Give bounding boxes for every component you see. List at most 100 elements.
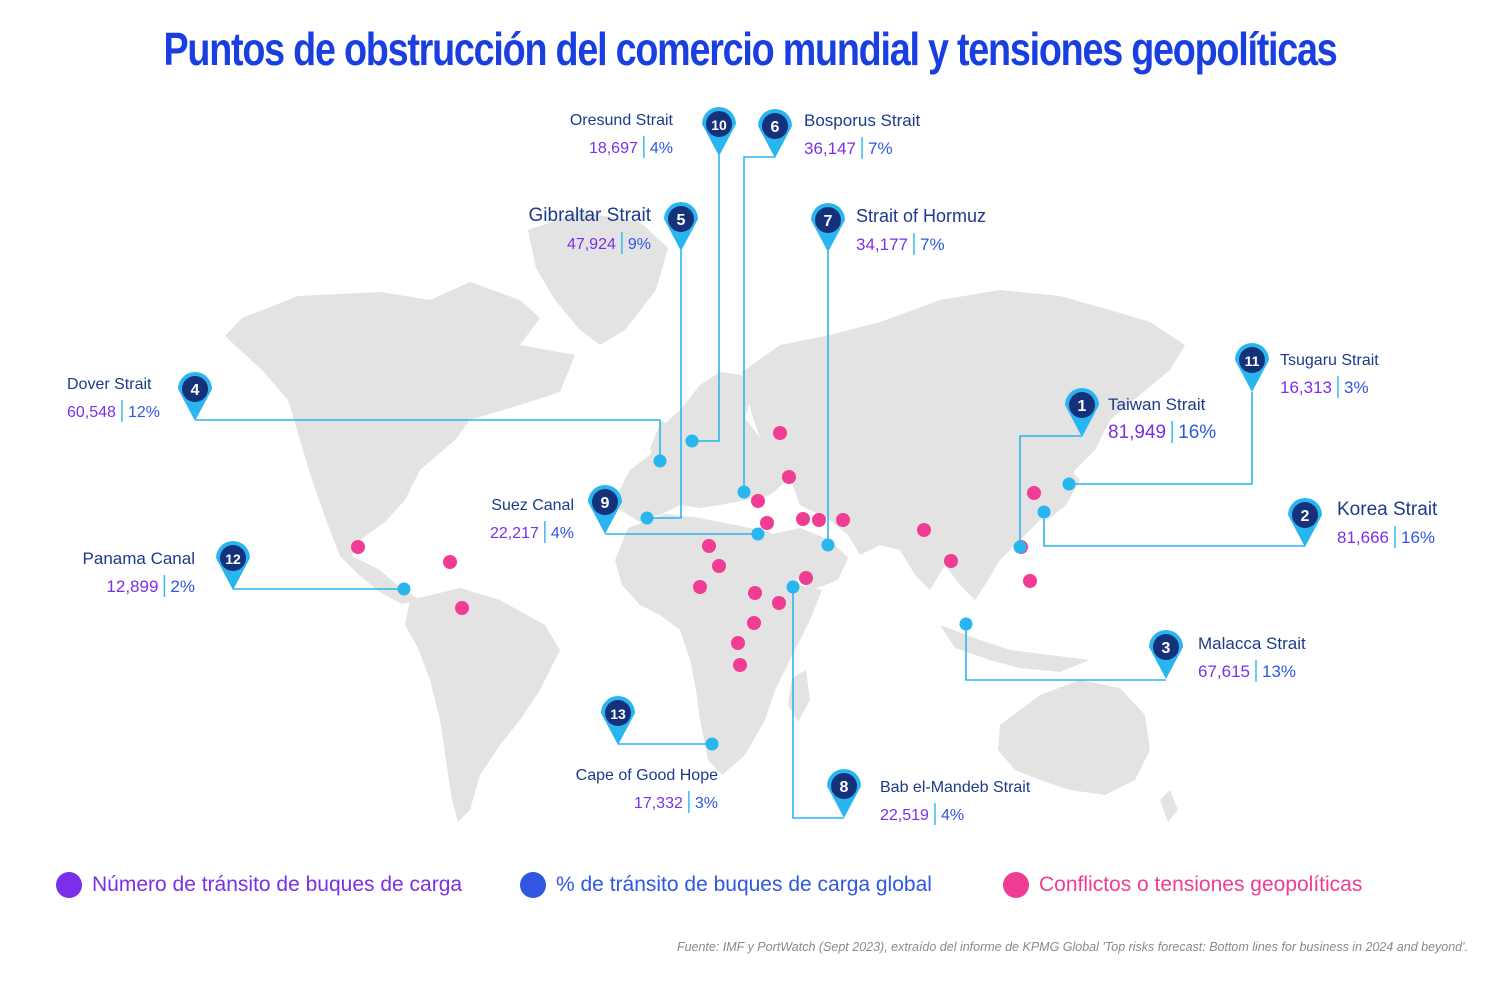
label-pct-dover-strait: 12% [128,404,160,421]
conflict-dot [747,616,761,630]
connector-taiwan-strait [1019,435,1082,547]
source-note: Fuente: IMF y PortWatch (Sept 2023), ext… [676,940,1468,954]
conflict-dot [455,601,469,615]
conflict-dot [812,513,826,527]
conflict-dot [944,554,958,568]
landmass-greenland [528,212,668,345]
label-count-suez-canal: 22,217 [490,525,539,542]
conflict-dot [782,470,796,484]
label-values-tsugaru-strait: 16,313 3% [1280,376,1369,398]
label-name-taiwan-strait: Taiwan Strait [1108,395,1206,414]
world-landmass [225,212,1185,822]
label-name-bab-el-mandeb-strait: Bab el-Mandeb Strait [880,779,1031,796]
conflict-dot [443,555,457,569]
label-count-bab-el-mandeb-strait: 22,519 [880,807,929,824]
label-count-bosporus-strait: 36,147 [804,139,856,158]
label-pct-suez-canal: 4% [551,525,574,542]
label-values-strait-of-hormuz: 34,177 7% [856,233,945,255]
landmass-africa [615,514,822,775]
landmass-asia [742,290,1185,600]
conflict-dot [351,540,365,554]
label-values-taiwan-strait: 81,949 16% [1108,421,1216,443]
pin-number-bab-el-mandeb-strait: 8 [840,779,849,796]
pin-suez-canal: 9 [588,485,622,534]
chokepoint-markers [397,434,1076,751]
legend-item-count: Número de tránsito de buques de carga [56,872,462,898]
pin-tsugaru-strait: 11 [1235,343,1269,392]
label-name-bosporus-strait: Bosporus Strait [804,111,920,130]
label-values-dover-strait: 60,548 12% [67,400,160,422]
label-count-dover-strait: 60,548 [67,404,116,421]
landmass-north-america [225,282,575,604]
conflict-dot [748,586,762,600]
connector-dover-strait [195,419,661,461]
chokepoint-dot-strait-of-hormuz [821,538,835,552]
label-name-malacca-strait: Malacca Strait [1198,634,1306,653]
label-values-cape-of-good-hope: 17,332 3% [634,791,718,813]
label-values-panama-canal: 12,899 2% [106,575,195,597]
label-count-panama-canal: 12,899 [106,577,158,596]
connector-korea-strait [1043,512,1305,547]
conflict-dot [751,494,765,508]
label-count-malacca-strait: 67,615 [1198,662,1250,681]
pin-number-korea-strait: 2 [1301,508,1310,525]
label-count-cape-of-good-hope: 17,332 [634,795,683,812]
pin-malacca-strait: 3 [1149,630,1183,679]
pin-bab-el-mandeb-strait: 8 [827,769,861,818]
pin-number-strait-of-hormuz: 7 [824,213,833,230]
pin-number-dover-strait: 4 [191,382,200,399]
pin-strait-of-hormuz: 7 [811,203,845,252]
connector-lines [195,155,1305,819]
label-values-bab-el-mandeb-strait: 22,519 4% [880,803,964,825]
label-name-strait-of-hormuz: Strait of Hormuz [856,206,986,226]
pin-number-tsugaru-strait: 11 [1245,353,1260,369]
pin-bosporus-strait: 6 [758,109,792,158]
pin-dover-strait: 4 [178,372,212,421]
conflict-dot [733,658,747,672]
chokepoint-dot-gibraltar-strait [640,511,654,525]
pin-number-oresund-strait: 10 [711,117,727,133]
pin-cape-of-good-hope: 13 [601,696,635,745]
legend-item-pct: % de tránsito de buques de carga global [520,872,932,898]
label-count-strait-of-hormuz: 34,177 [856,235,908,254]
connector-gibraltar-strait [647,250,682,519]
label-name-tsugaru-strait: Tsugaru Strait [1280,352,1379,369]
pin-number-panama-canal: 12 [225,551,241,567]
conflict-dot [760,516,774,530]
conflict-dot [799,571,813,585]
landmass-australia [998,680,1150,795]
label-count-korea-strait: 81,666 [1337,528,1389,547]
landmass-south-america [405,588,560,822]
conflict-dot [836,513,850,527]
label-values-malacca-strait: 67,615 13% [1198,660,1296,682]
legend-label-pct: % de tránsito de buques de carga global [556,873,932,896]
landmass-uk [650,420,672,462]
label-pct-taiwan-strait: 16% [1178,422,1216,443]
label-values-suez-canal: 22,217 4% [490,521,574,543]
chokepoint-dot-oresund-strait [685,434,699,448]
conflict-dot [773,426,787,440]
connector-oresund-strait [692,155,720,442]
label-count-oresund-strait: 18,697 [589,140,638,157]
page-title: Puntos de obstrucción del comercio mundi… [163,23,1337,75]
legend-label-conflict: Conflictos o tensiones geopolíticas [1039,873,1363,896]
chokepoint-dot-taiwan-strait [1013,540,1027,554]
connector-bab-el-mandeb-strait [792,587,844,819]
connector-bosporus-strait [743,156,775,492]
chokepoint-labels: Taiwan Strait 81,949 16% Korea Strait 81,666… [67,111,1438,825]
pin-taiwan-strait: 1 [1065,387,1099,437]
label-pct-panama-canal: 2% [170,577,195,596]
legend-swatch-count [56,872,82,898]
pin-number-suez-canal: 9 [601,495,610,512]
conflict-dot [917,523,931,537]
label-name-korea-strait: Korea Strait [1337,499,1438,520]
pin-gibraltar-strait: 5 [664,202,698,251]
pin-number-taiwan-strait: 1 [1078,398,1087,415]
label-pct-gibraltar-strait: 9% [628,236,651,253]
conflict-dot [712,559,726,573]
landmass-new-zealand [1160,790,1178,822]
label-name-oresund-strait: Oresund Strait [570,112,674,129]
chokepoint-dot-panama-canal [397,582,411,596]
label-name-dover-strait: Dover Strait [67,376,152,393]
